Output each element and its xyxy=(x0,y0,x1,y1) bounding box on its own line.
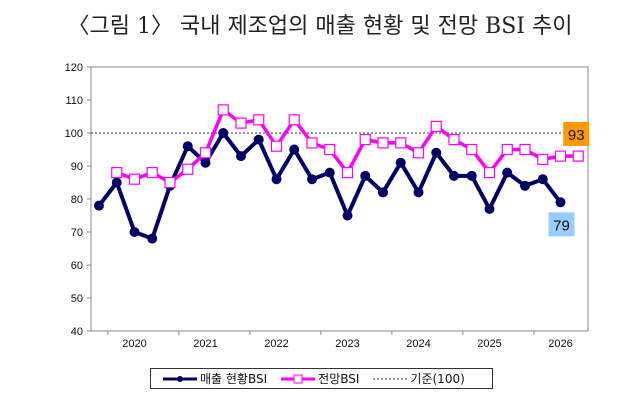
data-point-forecast xyxy=(182,163,194,175)
data-point-sales xyxy=(537,174,548,185)
end-label-sales: 79 xyxy=(553,217,570,234)
data-point-forecast xyxy=(199,147,212,159)
data-point-sales xyxy=(307,174,317,185)
chart-title: 〈그림 1〉 국내 제조업의 매출 현황 및 전망 BSI 추이 xyxy=(67,14,573,39)
data-point-forecast xyxy=(128,173,141,185)
data-point-sales xyxy=(289,144,300,155)
data-point-sales xyxy=(431,147,442,158)
data-point-forecast xyxy=(111,167,123,179)
data-point-forecast xyxy=(288,114,300,126)
x-tick-label: 2020 xyxy=(122,338,146,350)
data-point-forecast xyxy=(448,134,460,146)
data-point-sales xyxy=(94,200,104,211)
data-point-sales xyxy=(502,167,513,178)
legend: 매출 현황BSI 전망BSI 기준(100) xyxy=(150,368,493,389)
data-point-sales xyxy=(395,157,406,168)
data-point-forecast xyxy=(341,167,354,179)
data-point-sales xyxy=(466,170,477,181)
legend-label-sales: 매출 현황BSI xyxy=(200,372,268,386)
y-tick-label: 120 xyxy=(65,62,83,74)
x-tick-label: 2026 xyxy=(548,338,572,350)
y-tick-label: 70 xyxy=(71,227,83,239)
legend-label-forecast: 전망BSI xyxy=(318,372,360,386)
legend-item-forecast: 전망BSI xyxy=(281,370,359,387)
data-point-sales xyxy=(413,187,424,198)
data-point-forecast xyxy=(306,137,318,149)
y-tick-label: 50 xyxy=(71,293,83,305)
data-point-forecast xyxy=(483,167,496,179)
data-point-forecast xyxy=(359,134,371,146)
data-point-forecast xyxy=(430,120,442,133)
data-point-sales xyxy=(147,233,158,244)
data-point-forecast xyxy=(270,140,283,152)
data-point-forecast xyxy=(537,153,549,165)
data-point-forecast xyxy=(253,114,265,126)
x-tick-label: 2025 xyxy=(477,338,501,350)
end-label-forecast: 93 xyxy=(568,127,585,144)
data-point-sales xyxy=(520,180,530,191)
data-point-forecast xyxy=(377,137,389,149)
data-point-sales xyxy=(342,210,353,221)
legend-swatch-reference xyxy=(373,378,408,379)
data-point-sales xyxy=(360,170,371,181)
data-point-sales xyxy=(218,128,229,138)
y-tick-label: 90 xyxy=(71,161,83,173)
y-tick-label: 80 xyxy=(71,194,83,206)
legend-label-reference: 기준(100) xyxy=(410,372,465,386)
data-point-forecast xyxy=(146,167,158,179)
x-tick-label: 2024 xyxy=(406,338,430,350)
y-tick-label: 60 xyxy=(71,260,83,272)
data-point-sales xyxy=(200,157,211,168)
data-point-sales xyxy=(111,177,122,188)
end-label-box-forecast xyxy=(563,122,590,146)
legend-item-sales: 매출 현황BSI xyxy=(163,370,267,387)
x-tick-label: 2021 xyxy=(193,338,217,350)
x-tick-label: 2022 xyxy=(264,338,288,350)
data-point-forecast xyxy=(324,143,336,156)
data-point-forecast xyxy=(466,143,478,156)
data-point-sales xyxy=(271,174,282,185)
end-label-box-sales xyxy=(548,212,575,237)
data-point-sales xyxy=(253,134,264,145)
y-tick-label: 100 xyxy=(65,128,83,140)
y-tick-label: 40 xyxy=(71,326,83,338)
y-tick-label: 110 xyxy=(65,95,83,107)
data-point-forecast xyxy=(501,143,513,156)
data-point-sales xyxy=(182,141,193,152)
data-point-sales xyxy=(324,167,335,178)
data-point-sales xyxy=(236,151,246,162)
data-point-forecast xyxy=(572,150,584,162)
x-tick-label: 2023 xyxy=(335,338,359,350)
data-point-forecast xyxy=(519,143,531,156)
data-point-sales xyxy=(449,170,459,181)
data-point-forecast xyxy=(217,104,229,116)
legend-swatch-forecast xyxy=(281,374,316,383)
legend-item-reference: 기준(100) xyxy=(373,370,465,387)
data-point-sales xyxy=(129,227,140,237)
data-point-forecast xyxy=(412,147,425,159)
data-point-sales xyxy=(555,197,566,208)
data-point-forecast xyxy=(164,176,176,189)
data-point-forecast xyxy=(554,150,567,162)
data-point-forecast xyxy=(235,117,247,129)
data-point-sales xyxy=(378,187,388,198)
data-point-sales xyxy=(484,203,495,214)
legend-swatch-sales xyxy=(163,375,197,382)
data-point-forecast xyxy=(395,137,407,149)
